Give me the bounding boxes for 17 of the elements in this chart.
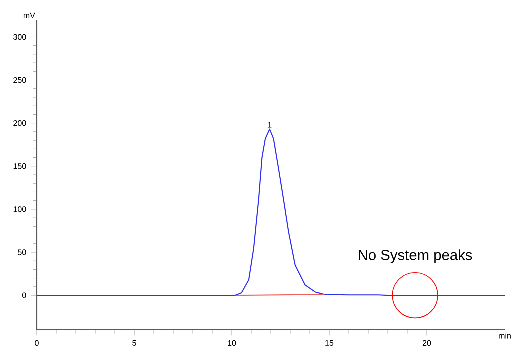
y-tick-label: 0 <box>22 292 26 298</box>
y-tick-label: 200 <box>14 120 26 126</box>
y-axis-title: mV <box>24 12 36 18</box>
line-series <box>36 128 506 296</box>
annotation: No System peaks <box>359 250 472 264</box>
y-tick-label: 150 <box>14 164 26 170</box>
annotation: 1 <box>268 122 272 128</box>
y-tick-label: 100 <box>14 206 26 212</box>
x-tick-label: 0 <box>35 340 39 346</box>
y-tick-label: 250 <box>14 77 26 84</box>
x-axis-title: min <box>499 332 511 339</box>
y-tick-label: 50 <box>18 250 26 256</box>
x-tick-label: 15 <box>326 340 334 346</box>
x-tick-label: 5 <box>132 340 136 346</box>
y-tick-label: 300 <box>14 34 26 40</box>
x-tick-label: 20 <box>422 340 432 346</box>
x-tick-label: 10 <box>228 340 236 346</box>
